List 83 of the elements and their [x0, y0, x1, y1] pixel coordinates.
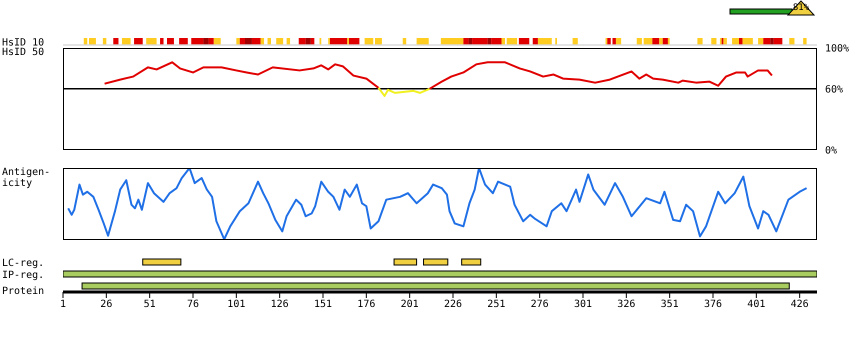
- x-tick-label: 351: [660, 299, 679, 310]
- bar: [723, 38, 727, 44]
- x-tick-label: 51: [144, 299, 156, 310]
- bar: [276, 38, 284, 44]
- y-tick-label: IP-reg.: [2, 270, 44, 281]
- bar: [518, 38, 530, 44]
- bar: [268, 38, 271, 44]
- y-tick-label: 60%: [825, 84, 844, 96]
- bar: [538, 38, 552, 44]
- x-tick-label: 26: [100, 299, 112, 310]
- bar: [697, 38, 703, 44]
- bar: [245, 38, 252, 44]
- bar: [252, 38, 261, 44]
- line-series: [104, 61, 380, 89]
- bar: [803, 38, 807, 44]
- bar: [472, 38, 488, 44]
- bar: [572, 38, 578, 44]
- x-tick-label: 376: [704, 299, 722, 310]
- y-tick-label: LC-reg.: [2, 258, 44, 269]
- bar: [416, 38, 429, 44]
- bar: [214, 38, 221, 44]
- y-axis-title: Antigen- icity: [2, 167, 50, 189]
- bar: [739, 38, 742, 44]
- bar: [758, 38, 764, 44]
- bar: [179, 38, 188, 44]
- bar: [616, 38, 622, 44]
- x-axis-title: Protein: [2, 286, 44, 297]
- x-tick-label: 76: [186, 299, 200, 310]
- bar: [662, 38, 668, 44]
- x-tick-label: 176: [357, 299, 376, 310]
- bar: [491, 38, 502, 44]
- bar: [774, 38, 782, 44]
- x-tick-label: 1: [60, 299, 66, 310]
- line-series: [377, 86, 431, 97]
- bar: [732, 38, 739, 44]
- bar: [310, 38, 314, 44]
- x-tick-label: 401: [747, 299, 766, 310]
- bar: [652, 38, 660, 44]
- bar: [612, 38, 616, 44]
- bar: [146, 38, 157, 44]
- bar: [191, 38, 204, 44]
- bar: [440, 38, 464, 44]
- line-series: [428, 61, 773, 90]
- x-tick-label: 301: [574, 299, 592, 310]
- bar: [770, 38, 774, 44]
- bar: [789, 38, 794, 44]
- bar: [286, 38, 290, 44]
- bar: [607, 38, 611, 44]
- x-tick-label: 126: [270, 299, 289, 310]
- bar: [122, 38, 131, 44]
- bar: [260, 38, 264, 44]
- bar: [763, 38, 770, 44]
- y-tick-label: 0%: [825, 146, 838, 157]
- bar: [659, 38, 663, 44]
- bar: [532, 38, 538, 44]
- bar: [236, 38, 240, 44]
- bar: [203, 38, 209, 44]
- bar: [240, 38, 245, 44]
- bar: [463, 38, 469, 44]
- bar: [167, 38, 174, 44]
- x-tick-label: 101: [227, 299, 246, 310]
- bar: [306, 38, 311, 44]
- bar: [134, 38, 143, 44]
- bar: [488, 38, 492, 44]
- y-axis-title: HsID 50: [2, 47, 44, 58]
- bar: [711, 38, 716, 44]
- bar: [113, 38, 118, 44]
- x-tick-label: 201: [400, 299, 419, 310]
- x-tick-label: 426: [790, 299, 809, 310]
- bar: [402, 38, 406, 44]
- y-tick-label: HsID 10: [2, 38, 44, 48]
- bar: [742, 38, 753, 44]
- bar: [102, 38, 106, 44]
- x-tick-label: 276: [530, 299, 549, 310]
- bar: [160, 38, 164, 44]
- x-tick-label: 226: [444, 299, 462, 310]
- x-tick-label: 151: [314, 299, 332, 310]
- x-tick-label: 251: [487, 299, 506, 310]
- y-tick-label: 100%: [825, 44, 850, 55]
- bar: [208, 38, 214, 44]
- bar: [298, 38, 306, 44]
- bar: [468, 38, 472, 44]
- x-tick-label: 326: [617, 299, 636, 310]
